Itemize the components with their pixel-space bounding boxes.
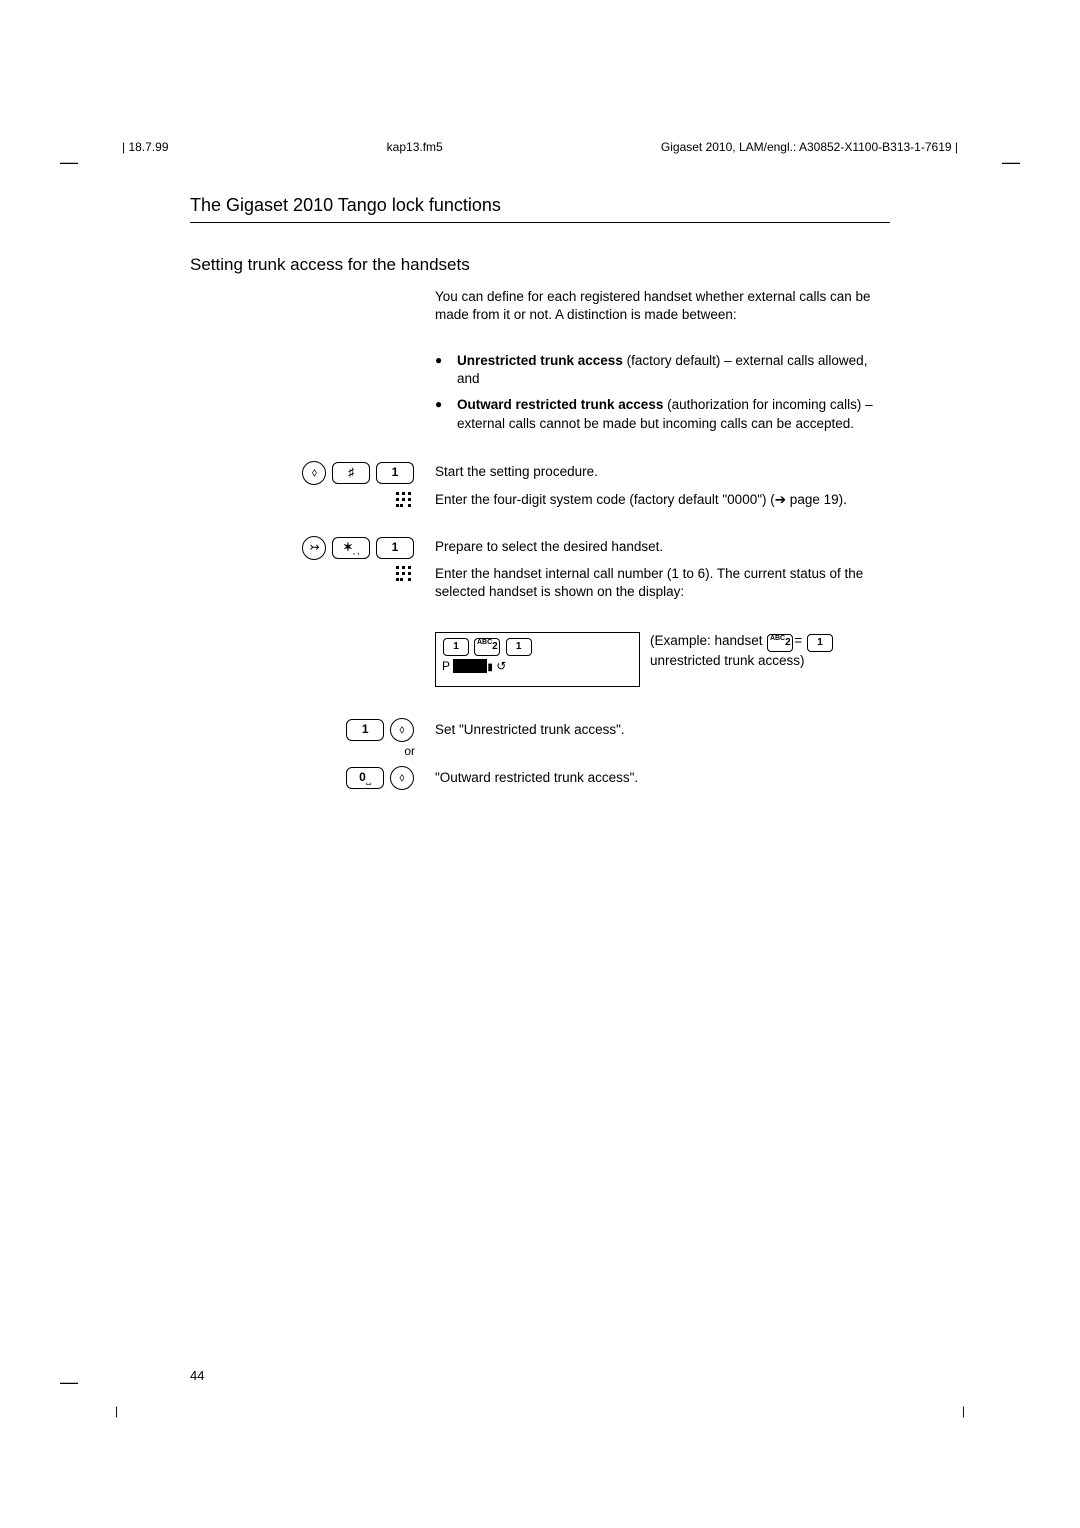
- step4-text: Enter the handset internal call number (…: [435, 565, 890, 601]
- header-date: | 18.7.99: [122, 140, 169, 154]
- display-key: 1: [506, 638, 532, 656]
- example-key: 1: [807, 634, 833, 652]
- display-key: 1: [443, 638, 469, 656]
- header-file: kap13.fm5: [387, 140, 443, 154]
- section-rule: [190, 222, 890, 223]
- page-number: 44: [190, 1368, 204, 1383]
- header-row: | 18.7.99 kap13.fm5 Gigaset 2010, LAM/en…: [122, 140, 958, 154]
- intro-text: You can define for each registered hands…: [435, 288, 890, 324]
- step1-text: Start the setting procedure.: [435, 463, 890, 481]
- one-key: 1: [376, 537, 414, 559]
- step3-keys: ↣ ✶. . 1: [301, 536, 415, 560]
- step3-text: Prepare to select the desired handset.: [435, 538, 890, 556]
- menu-icon: ⬨: [390, 718, 414, 742]
- display-row: 1 ABC2 1 P ☗☗☗▮ ↺ (Example: handset ABC2…: [435, 632, 890, 687]
- display-line2: P: [442, 659, 450, 673]
- crop-mark: —: [60, 1372, 78, 1393]
- bullet-item: Outward restricted trunk access (authori…: [435, 396, 890, 432]
- set1-text: Set "Unrestricted trunk access".: [435, 721, 890, 739]
- bullet-list: Unrestricted trunk access (factory defau…: [435, 352, 890, 441]
- keypad-icon: [395, 565, 413, 586]
- display-bars: ☗☗☗: [453, 659, 487, 673]
- display-key: ABC2: [474, 638, 500, 656]
- one-key: 1: [376, 462, 414, 484]
- step1-keys: ⬨ ♯ 1: [301, 461, 415, 485]
- one-key: 1: [346, 719, 384, 741]
- crop-mark: —: [60, 152, 78, 173]
- bullet-item: Unrestricted trunk access (factory defau…: [435, 352, 890, 388]
- subsection-title: Setting trunk access for the handsets: [190, 255, 470, 275]
- hash-key: ♯: [332, 462, 370, 484]
- set1-keys: 1 ⬨: [345, 718, 415, 742]
- display-box: 1 ABC2 1 P ☗☗☗▮ ↺: [435, 632, 640, 687]
- step2-text: Enter the four-digit system code (factor…: [435, 491, 890, 509]
- crop-mark: |: [962, 1404, 965, 1418]
- crop-mark: —: [1002, 152, 1020, 173]
- display-refresh-icon: ↺: [496, 659, 506, 673]
- example-text: (Example: handset ABC2= 1 unrestricted t…: [650, 632, 890, 670]
- menu-icon: ⬨: [302, 461, 326, 485]
- arrows-icon: ↣: [302, 536, 326, 560]
- step2-keys: [393, 491, 415, 512]
- section-title: The Gigaset 2010 Tango lock functions: [190, 195, 501, 216]
- example-key: ABC2: [767, 634, 793, 652]
- menu-icon: ⬨: [390, 766, 414, 790]
- set2-keys: 0⌴ ⬨: [345, 766, 415, 790]
- header-docref: Gigaset 2010, LAM/engl.: A30852-X1100-B3…: [661, 140, 958, 154]
- set2-text: "Outward restricted trunk access".: [435, 769, 890, 787]
- crop-mark: |: [115, 1404, 118, 1418]
- star-key: ✶. .: [332, 537, 370, 559]
- or-label: or: [404, 744, 415, 758]
- zero-key: 0⌴: [346, 767, 384, 789]
- step4-keys: [393, 565, 415, 586]
- keypad-icon: [395, 491, 413, 512]
